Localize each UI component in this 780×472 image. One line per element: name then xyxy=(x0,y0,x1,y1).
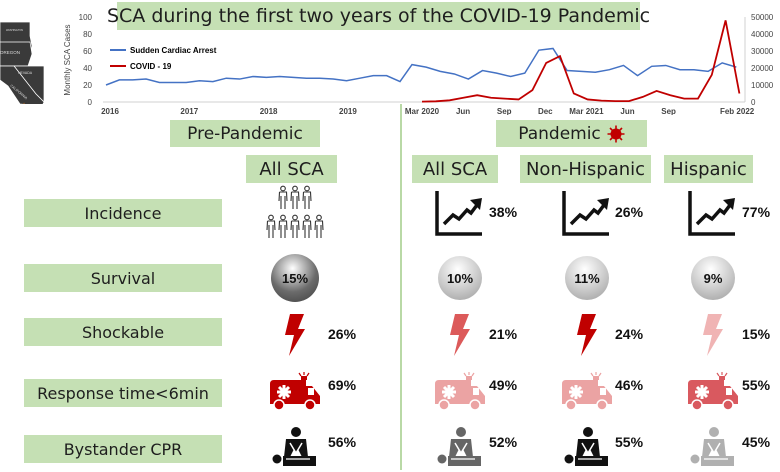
value-incidence-all-sca: 38% xyxy=(489,204,518,220)
lightning-icon xyxy=(284,314,306,361)
header-pre-all-sca: All SCA xyxy=(246,155,337,183)
x-tick-label: 2017 xyxy=(180,107,198,115)
x-tick-label: Jun xyxy=(456,107,470,115)
virus-icon xyxy=(607,125,625,142)
y2-tick-label: 0 xyxy=(751,98,756,107)
y-tick-label: 100 xyxy=(79,13,93,22)
x-tick-label: 2018 xyxy=(260,107,278,115)
ambulance-icon xyxy=(433,370,487,415)
covid-series-line xyxy=(421,20,741,103)
trend-icon xyxy=(434,190,484,241)
row-label-response-time: Response time<6min xyxy=(24,379,222,407)
value-response-time-6min-all-sca: 49% xyxy=(489,377,518,393)
value-bystander-cpr-all-sca: 52% xyxy=(489,434,518,450)
value-incidence-hispanic: 77% xyxy=(742,204,771,220)
x-tick-label: Sep xyxy=(661,107,676,115)
x-tick-label: 2016 xyxy=(101,107,119,115)
header-pandemic-label: Pandemic xyxy=(518,123,601,144)
survival-circle-pre-all-sca: 15% xyxy=(271,254,319,302)
lightning-icon xyxy=(449,314,471,361)
ambulance-icon xyxy=(560,370,614,415)
y-tick-label: 20 xyxy=(83,81,92,90)
value-incidence-non-hispanic: 26% xyxy=(615,204,644,220)
x-tick-label: Sep xyxy=(497,107,512,115)
lightning-icon xyxy=(576,314,598,361)
x-tick-label: Mar 2021 xyxy=(569,107,604,115)
y-tick-label: 0 xyxy=(88,98,93,107)
y-tick-label: 80 xyxy=(83,30,92,39)
y-axis-title: Monthly SCA Cases xyxy=(63,24,72,95)
map-label-nevada: NEVADA xyxy=(18,71,33,75)
lightning-icon xyxy=(702,314,724,361)
value-response-time-6min-non-hispanic: 46% xyxy=(615,377,644,393)
legend-label-covid: COVID - 19 xyxy=(130,62,172,71)
y2-tick-label: 40000 xyxy=(751,30,774,39)
x-tick-label: Feb 2022 xyxy=(720,107,755,115)
x-tick-label: Dec xyxy=(538,107,553,115)
survival-circle-hispanic: 9% xyxy=(691,256,735,300)
header-pandemic: Pandemic xyxy=(496,120,647,147)
star-marker-icon: ★ xyxy=(20,101,28,104)
y2-tick-label: 10000 xyxy=(751,81,774,90)
x-tick-label: Mar 2020 xyxy=(405,107,440,115)
value-bystander-cpr-pre-all-sca: 56% xyxy=(328,434,357,450)
survival-circle-non-hispanic: 11% xyxy=(565,256,609,300)
survival-circle-all-sca: 10% xyxy=(438,256,482,300)
row-label-shockable: Shockable xyxy=(24,318,222,346)
west-coast-map: WASHINGTON OREGON NEVADA CALIFORNIA ★ xyxy=(0,21,45,104)
value-survival-non-hispanic: 11% xyxy=(574,270,600,286)
row-label-bystander-cpr: Bystander CPR xyxy=(24,435,222,463)
cpr-icon xyxy=(690,427,736,472)
people-icon xyxy=(265,185,325,246)
y-tick-label: 60 xyxy=(83,47,92,56)
trend-icon xyxy=(687,190,737,241)
page-title: SCA during the first two years of the CO… xyxy=(107,2,650,30)
value-shockable-non-hispanic: 24% xyxy=(615,326,644,342)
value-bystander-cpr-hispanic: 45% xyxy=(742,434,771,450)
header-pre-pandemic: Pre-Pandemic xyxy=(170,120,320,147)
cpr-icon xyxy=(564,427,610,472)
sca-series-line xyxy=(105,47,737,86)
value-survival-pre-all-sca: 15% xyxy=(281,270,309,286)
header-hispanic: Hispanic xyxy=(664,155,753,183)
value-shockable-all-sca: 21% xyxy=(489,326,518,342)
row-label-incidence: Incidence xyxy=(24,199,222,227)
line-chart: Monthly SCA Cases Sudden Cardiac Arrest … xyxy=(63,13,774,115)
value-survival-hispanic: 9% xyxy=(703,270,723,286)
x-tick-label: 2019 xyxy=(339,107,357,115)
value-response-time-6min-pre-all-sca: 69% xyxy=(328,377,357,393)
value-bystander-cpr-non-hispanic: 55% xyxy=(615,434,644,450)
y-tick-label: 40 xyxy=(83,64,92,73)
cpr-icon xyxy=(272,427,318,472)
value-survival-all-sca: 10% xyxy=(446,270,474,286)
value-shockable-pre-all-sca: 26% xyxy=(328,326,357,342)
y2-tick-label: 50000 xyxy=(751,13,774,22)
value-shockable-hispanic: 15% xyxy=(742,326,771,342)
value-response-time-6min-hispanic: 55% xyxy=(742,377,771,393)
trend-icon xyxy=(561,190,611,241)
period-divider xyxy=(400,104,402,470)
map-label-oregon: OREGON xyxy=(0,50,20,55)
map-label-washington: WASHINGTON xyxy=(6,29,23,32)
ambulance-icon xyxy=(686,370,740,415)
x-tick-label: Jun xyxy=(620,107,634,115)
y2-tick-label: 20000 xyxy=(751,64,774,73)
ambulance-icon xyxy=(268,370,322,415)
header-all-sca: All SCA xyxy=(412,155,498,183)
legend-label-sca: Sudden Cardiac Arrest xyxy=(130,46,217,55)
y2-tick-label: 30000 xyxy=(751,47,774,56)
row-label-survival: Survival xyxy=(24,264,222,292)
cpr-icon xyxy=(437,427,483,472)
header-non-hispanic: Non-Hispanic xyxy=(520,155,651,183)
